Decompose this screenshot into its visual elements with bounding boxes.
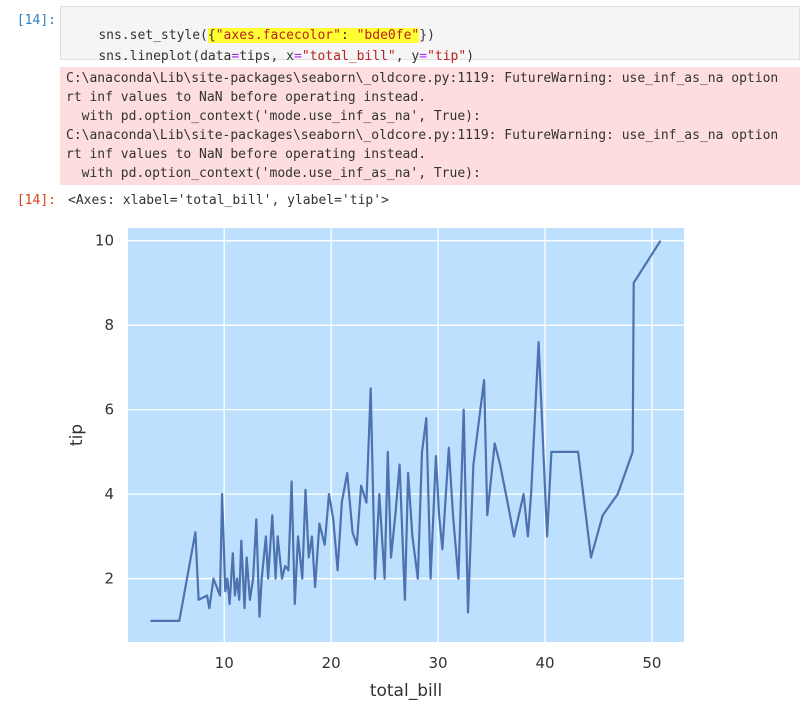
x-axis-label: total_bill [370,681,442,701]
code-sep: , [395,49,412,64]
stderr-line: rt inf values to NaN before operating in… [66,147,427,162]
code-paren-close: ) [427,28,435,43]
x-tick-label: 30 [429,654,448,672]
code-key-string: "axes.facecolor" [215,28,341,43]
code-highlighted-arg: {"axes.facecolor": "bde0fe" [207,28,420,43]
code-eq-3: = [419,49,428,64]
y-tick-label: 4 [104,485,114,503]
code-arg-y: y [411,49,420,64]
y-tick-label: 2 [104,570,114,588]
code-fn-lineplot: sns.lineplot( [98,49,201,64]
code-colon: : [340,28,357,43]
series-line-tip [150,240,662,622]
y-tick-label: 10 [95,232,114,250]
code-line-2: sns.lineplot(data=tips, x="total_bill", … [67,34,474,79]
x-tick-label: 40 [535,654,554,672]
code-eq-1: = [231,49,240,64]
output-prompt: [14]: [16,193,56,208]
code-eq-2: = [294,49,302,64]
y-tick-labels: 2 4 6 8 10 [95,232,114,588]
input-prompt: [14]: [16,13,56,28]
code-val-data: tips, [239,49,287,64]
code-value-string: "bde0fe" [356,28,420,43]
stderr-line: with pd.option_context('mode.use_inf_as_… [66,109,481,124]
code-input-area[interactable]: sns.set_style({"axes.facecolor": "bde0fe… [60,6,800,64]
x-tick-label: 50 [642,654,661,672]
x-tick-labels: 10 20 30 40 50 [215,654,662,672]
y-tick-label: 6 [104,401,114,419]
code-close: ) [466,49,475,64]
stderr-line: with pd.option_context('mode.use_inf_as_… [66,166,481,181]
stderr-line: rt inf values to NaN before operating in… [66,90,427,105]
output-repr: <Axes: xlabel='total_bill', ylabel='tip'… [68,193,389,208]
y-axis-label: tip [67,424,87,446]
grid-lines [128,228,684,642]
lineplot-chart: 10 20 30 40 50 2 4 6 8 10 total_bill tip [67,228,684,701]
code-val-y: "tip" [427,49,467,64]
stderr-line: C:\anaconda\Lib\site-packages\seaborn\_o… [66,128,779,143]
code-fn-set-style: sns.set_style( [98,28,208,43]
code-line-1: sns.set_style({"axes.facecolor": "bde0fe… [67,13,435,58]
code-arg-x: x [286,49,294,64]
code-val-x: "total_bill" [301,49,396,64]
x-tick-label: 10 [215,654,234,672]
stderr-line: C:\anaconda\Lib\site-packages\seaborn\_o… [66,71,779,86]
code-arg-data: data [200,49,232,64]
stderr-output: C:\anaconda\Lib\site-packages\seaborn\_o… [60,67,800,185]
x-tick-label: 20 [322,654,341,672]
y-tick-label: 8 [104,316,114,334]
code-brace-close: } [419,28,428,43]
code-brace-open: { [207,28,216,43]
